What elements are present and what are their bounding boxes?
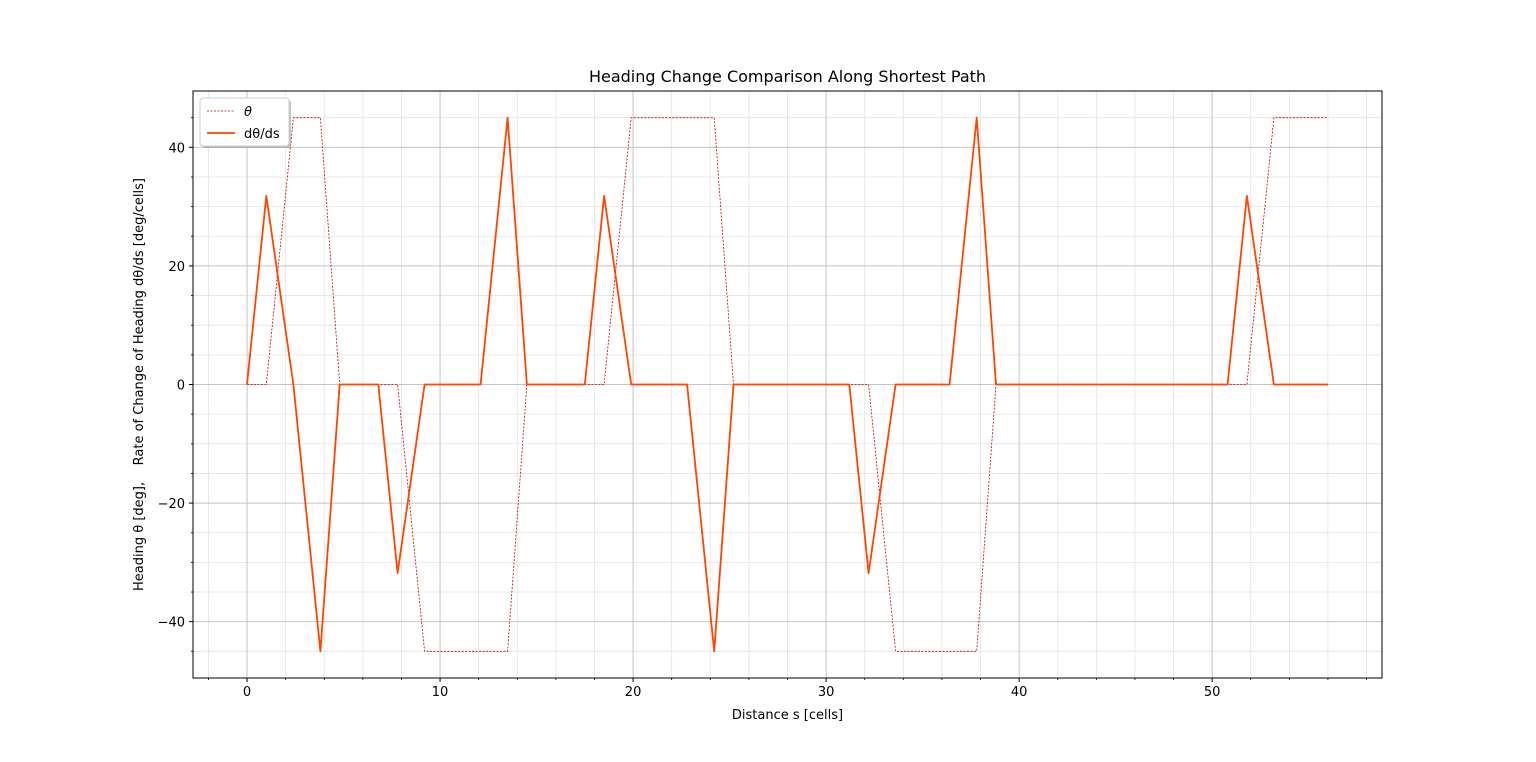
ticks-layer: 0 10 20 30 40 50 −40 −20 0 20 40 — [158, 117, 1367, 700]
x-tick-label: 0 — [243, 685, 251, 700]
x-tick-label: 50 — [1204, 685, 1221, 700]
y-tick-label: 0 — [177, 379, 185, 394]
y-tick-label: −40 — [158, 616, 185, 631]
legend-box — [199, 97, 290, 147]
x-tick-label: 40 — [1011, 685, 1028, 700]
legend-label: θ — [244, 105, 252, 120]
chart-legend: θ dθ/ds — [199, 97, 291, 148]
x-tick-label: 30 — [818, 685, 835, 700]
legend-label: dθ/ds — [244, 127, 280, 142]
series-line-dtheta-ds — [246, 116, 1328, 653]
x-axis-label: Distance s [cells] — [732, 708, 843, 723]
series-layer — [246, 116, 1328, 653]
y-tick-label: 20 — [168, 260, 185, 275]
y-tick-label: 40 — [168, 141, 185, 156]
chart-title: Heading Change Comparison Along Shortest… — [589, 67, 986, 86]
x-tick-label: 20 — [625, 685, 642, 700]
y-tick-label: −20 — [158, 497, 185, 512]
x-tick-label: 10 — [432, 685, 449, 700]
y-axis-label: Heading θ [deg], Rate of Change of Headi… — [132, 178, 147, 591]
